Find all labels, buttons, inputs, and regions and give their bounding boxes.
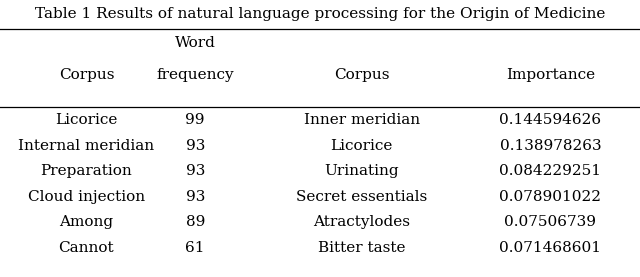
Text: Internal meridian: Internal meridian — [19, 139, 154, 153]
Text: Corpus: Corpus — [59, 68, 114, 82]
Text: 99: 99 — [186, 114, 205, 127]
Text: Urinating: Urinating — [324, 165, 399, 178]
Text: 0.144594626: 0.144594626 — [499, 114, 602, 127]
Text: 89: 89 — [186, 216, 205, 229]
Text: 0.078901022: 0.078901022 — [499, 190, 602, 204]
Text: Table 1 Results of natural language processing for the Origin of Medicine: Table 1 Results of natural language proc… — [35, 7, 605, 21]
Text: Licorice: Licorice — [55, 114, 118, 127]
Text: Atractylodes: Atractylodes — [313, 216, 410, 229]
Text: Licorice: Licorice — [330, 139, 393, 153]
Text: 0.07506739: 0.07506739 — [504, 216, 596, 229]
Text: Word: Word — [175, 36, 216, 50]
Text: Preparation: Preparation — [40, 165, 132, 178]
Text: 93: 93 — [186, 165, 205, 178]
Text: Corpus: Corpus — [334, 68, 389, 82]
Text: Bitter taste: Bitter taste — [318, 241, 405, 255]
Text: 93: 93 — [186, 139, 205, 153]
Text: Inner meridian: Inner meridian — [303, 114, 420, 127]
Text: Cloud injection: Cloud injection — [28, 190, 145, 204]
Text: 93: 93 — [186, 190, 205, 204]
Text: Importance: Importance — [506, 68, 595, 82]
Text: 61: 61 — [186, 241, 205, 255]
Text: 0.138978263: 0.138978263 — [500, 139, 601, 153]
Text: frequency: frequency — [156, 68, 234, 82]
Text: 0.071468601: 0.071468601 — [499, 241, 602, 255]
Text: 0.084229251: 0.084229251 — [499, 165, 602, 178]
Text: Cannot: Cannot — [59, 241, 114, 255]
Text: Secret essentials: Secret essentials — [296, 190, 428, 204]
Text: Among: Among — [60, 216, 113, 229]
